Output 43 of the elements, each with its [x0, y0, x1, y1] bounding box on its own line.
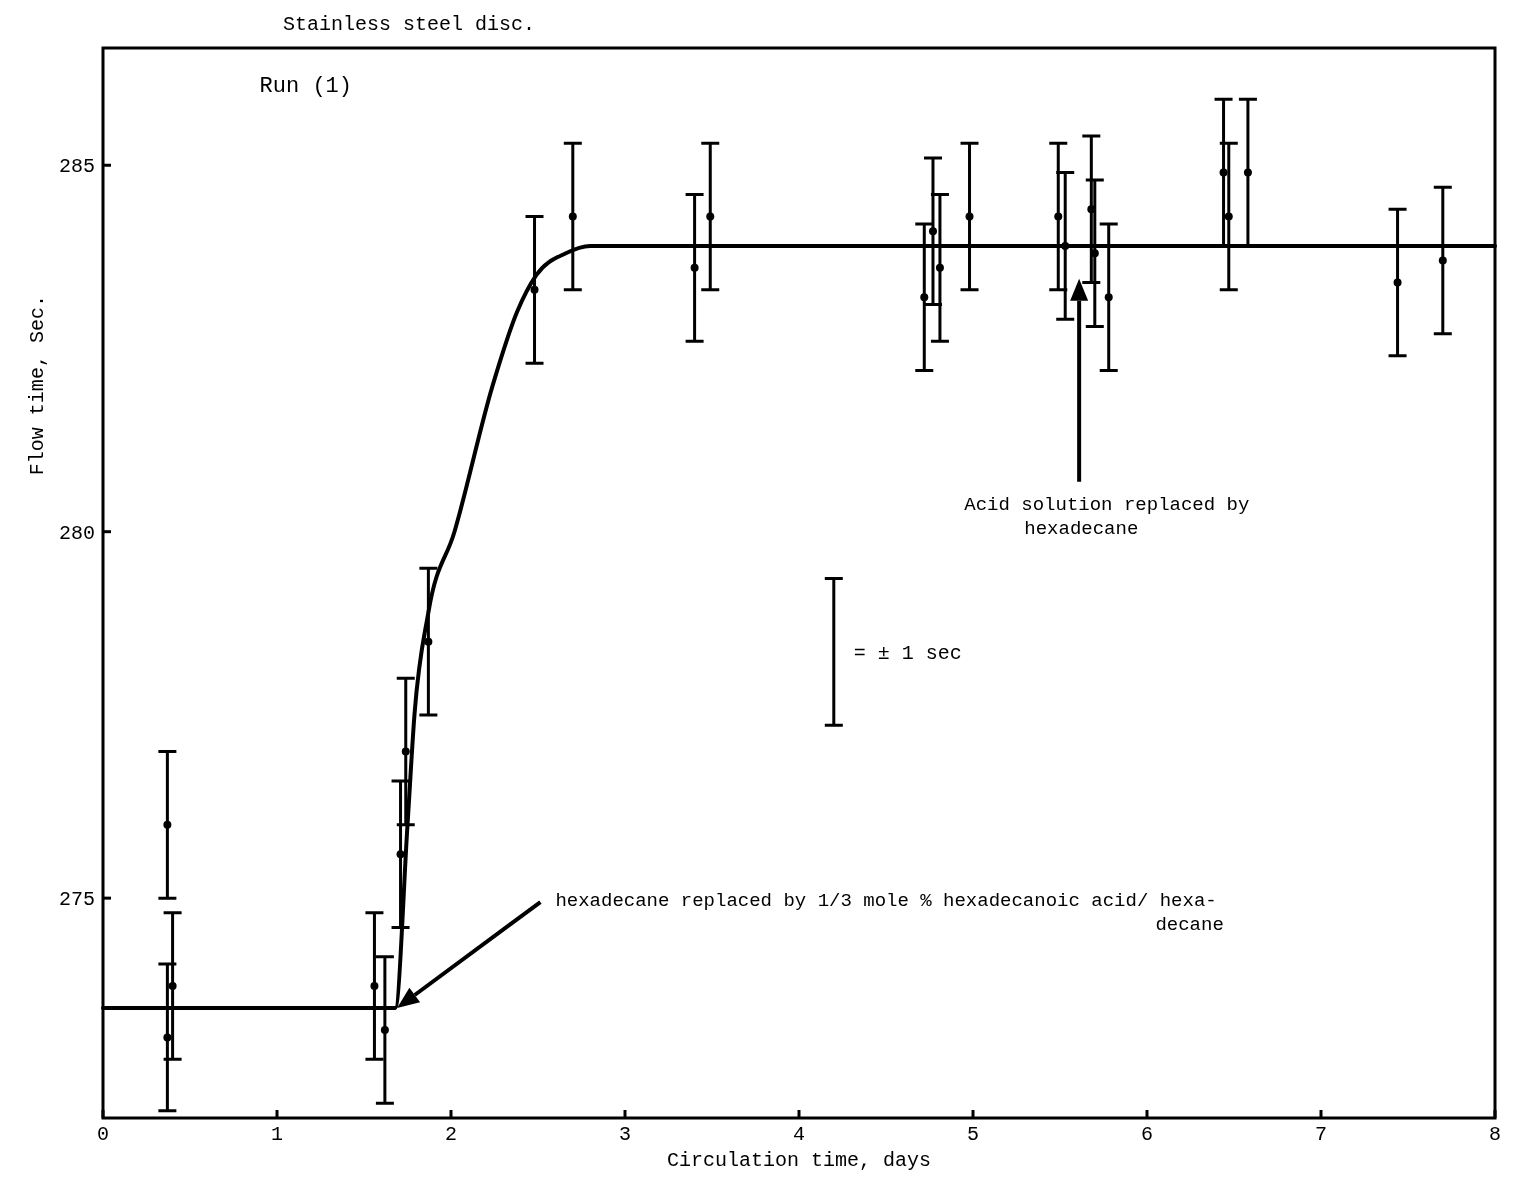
- annotation: hexadecane replaced by 1/3 mole % hexadecanoic acid/ hexa- decane: [555, 890, 1224, 937]
- x-tick-label: 1: [270, 1123, 284, 1146]
- annotation: = ± 1 sec: [853, 641, 962, 665]
- point: [1438, 256, 1447, 265]
- point: [163, 820, 172, 829]
- annotation: Acid solution replaced by hexadecane: [964, 493, 1250, 540]
- point: [1219, 168, 1228, 177]
- x-tick-label: 7: [1314, 1123, 1328, 1146]
- point: [928, 227, 937, 236]
- y-axis-title: Flow time, Sec.: [26, 295, 49, 476]
- point: [1104, 293, 1113, 302]
- point: [1061, 241, 1070, 250]
- point: [965, 212, 974, 221]
- point: [163, 1033, 172, 1042]
- point: [168, 982, 177, 991]
- x-tick-label: 5: [966, 1123, 980, 1146]
- point: [424, 637, 433, 646]
- point: [920, 293, 929, 302]
- point: [935, 263, 944, 272]
- x-tick-label: 8: [1488, 1123, 1502, 1146]
- x-tick-label: 6: [1140, 1123, 1154, 1146]
- point: [1243, 168, 1252, 177]
- x-tick-label: 3: [618, 1123, 632, 1146]
- x-tick-label: 2: [444, 1123, 458, 1146]
- point: [396, 850, 405, 859]
- point: [1224, 212, 1233, 221]
- x-tick-label: 0: [96, 1123, 110, 1146]
- point: [1393, 278, 1402, 287]
- point: [530, 285, 539, 294]
- point: [568, 212, 577, 221]
- point: [380, 1026, 389, 1035]
- y-tick-label: 285: [58, 155, 95, 179]
- y-tick-label: 280: [58, 521, 95, 545]
- x-tick-label: 4: [792, 1123, 806, 1146]
- point: [401, 747, 410, 756]
- x-axis-title: Circulation time, days: [666, 1149, 932, 1172]
- y-tick-label: 275: [58, 888, 95, 912]
- point: [690, 263, 699, 272]
- point: [1054, 212, 1063, 221]
- annotation: Run (1): [259, 73, 353, 99]
- point: [370, 982, 379, 991]
- point: [706, 212, 715, 221]
- chart-title: Stainless steel disc.: [283, 13, 536, 36]
